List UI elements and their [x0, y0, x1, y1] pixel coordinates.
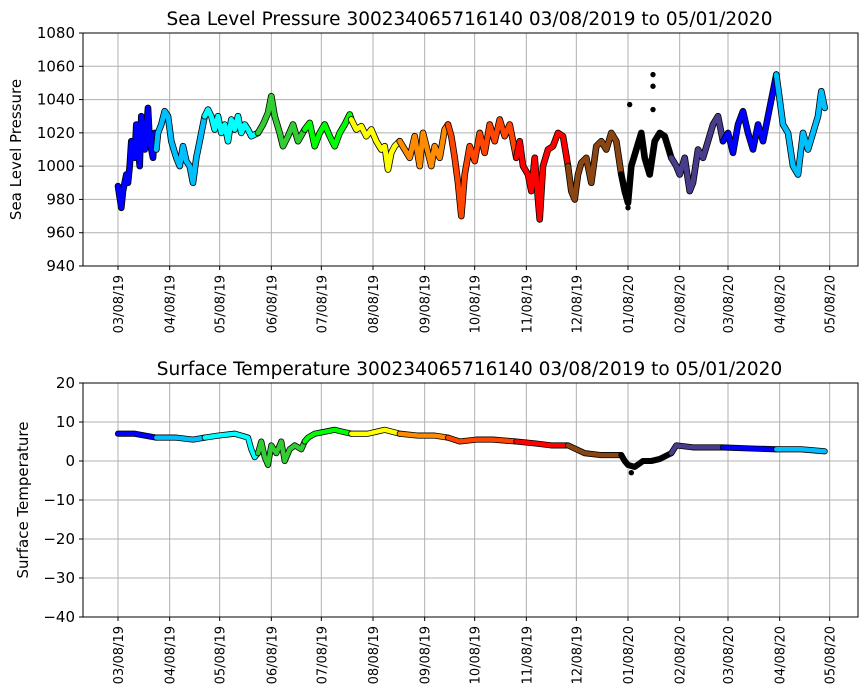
series-line-9 [565, 130, 624, 202]
data-series-group [114, 426, 828, 476]
x-tick-label: 12/08/19 [570, 275, 585, 333]
y-tick-label: 980 [46, 190, 75, 208]
y-tick-label: −20 [43, 530, 75, 548]
x-tick-label: 02/08/20 [674, 626, 689, 684]
outlier-point [626, 101, 633, 108]
y-tick-label: −40 [43, 608, 75, 626]
series-line-12 [720, 72, 779, 156]
x-tick-label: 05/08/20 [824, 626, 839, 684]
series-line-9 [565, 443, 624, 458]
chart-title: Sea Level Pressure 300234065716140 03/08… [167, 9, 773, 30]
x-tick-label: 01/08/20 [622, 626, 637, 684]
x-tick-label: 09/08/19 [419, 275, 434, 333]
y-tick-label: 1080 [37, 24, 75, 42]
series-line-3 [255, 439, 307, 468]
series-line-8 [514, 439, 571, 448]
x-tick-label: 06/08/19 [265, 275, 280, 333]
y-tick-label: 0 [65, 452, 75, 470]
series-line-13 [774, 447, 827, 454]
x-tick-label: 03/08/19 [112, 626, 127, 684]
y-tick-label: 960 [46, 224, 75, 242]
temperature-chart: −40 −30 −20 −10 0 10 20 03/08/19 04/08/19 05/08/1… [14, 359, 859, 684]
x-tick-label: 11/08/19 [520, 275, 535, 333]
series-line-11 [668, 113, 726, 194]
x-tick-label: 02/08/20 [674, 275, 689, 333]
x-tick-label: 03/08/19 [112, 275, 127, 333]
series-line-3 [255, 93, 308, 149]
y-tick-label: 940 [46, 257, 75, 275]
series-line-7 [445, 117, 519, 219]
series-line-4 [302, 427, 354, 444]
series-line-1 [154, 435, 207, 442]
series-line-13 [773, 72, 828, 177]
x-tick-label: 01/08/20 [622, 275, 637, 333]
series-line-7 [445, 435, 519, 444]
x-tick-label: 04/08/19 [164, 275, 179, 333]
x-tick-label: 05/08/20 [824, 275, 839, 333]
series-line-12 [720, 445, 779, 452]
y-axis-label: Sea Level Pressure [7, 79, 25, 220]
x-tick-label: 05/08/19 [214, 275, 229, 333]
x-tick-label: 07/08/19 [315, 626, 330, 684]
x-tick-label: 11/08/19 [520, 626, 535, 684]
x-tick-label: 10/08/19 [469, 275, 484, 333]
y-tick-label: −10 [43, 491, 75, 509]
y-tick-label: 1020 [37, 124, 75, 142]
chart-title: Surface Temperature 300234065716140 03/0… [157, 359, 782, 380]
x-tick-label: 03/08/20 [722, 626, 737, 684]
outlier-point [625, 205, 631, 211]
y-tick-label: 10 [56, 413, 75, 431]
x-tick-label: 08/08/19 [367, 275, 382, 333]
series-line-1 [153, 108, 208, 186]
y-tick-label: −30 [43, 569, 75, 587]
y-tick-label: 20 [56, 374, 75, 392]
x-tick-label: 05/08/19 [214, 626, 229, 684]
outlier-point [650, 71, 656, 78]
y-tick-label: 1000 [37, 157, 75, 175]
y-tick-label: 1060 [37, 57, 75, 75]
pressure-chart: 940 960 980 1000 1020 1040 1060 1080 03/08/19 04/… [7, 9, 859, 333]
axes-frame [82, 32, 859, 267]
outlier-point [650, 83, 656, 89]
series-line-10 [618, 130, 674, 206]
series-line-2 [202, 431, 261, 460]
x-tick-label: 04/08/19 [164, 626, 179, 684]
series-line-8 [513, 130, 571, 222]
x-tick-label: 04/08/20 [774, 626, 789, 684]
x-tick-label: 10/08/19 [469, 626, 484, 684]
series-line-6 [397, 431, 451, 440]
series-line-11 [669, 443, 726, 456]
y-tick-label: 1040 [37, 91, 75, 109]
series-line-5 [349, 427, 402, 436]
series-line-5 [348, 117, 403, 172]
outlier-point [628, 470, 635, 476]
data-series-group [114, 71, 829, 223]
x-tick-label: 04/08/20 [774, 275, 789, 333]
x-tick-label: 07/08/19 [315, 275, 330, 333]
x-tick-label: 08/08/19 [367, 626, 382, 684]
series-line-0 [115, 105, 159, 211]
y-axis-label: Surface Temperature [14, 422, 32, 579]
series-line-6 [397, 122, 451, 169]
x-tick-label: 09/08/19 [419, 626, 434, 684]
x-tick-label: 06/08/19 [265, 626, 280, 684]
x-tick-label: 12/08/19 [570, 626, 585, 684]
series-line-10 [619, 450, 674, 470]
series-line-4 [302, 112, 354, 149]
series-line-2 [202, 107, 261, 144]
x-tick-label: 03/08/20 [722, 275, 737, 333]
outlier-point [650, 106, 656, 113]
